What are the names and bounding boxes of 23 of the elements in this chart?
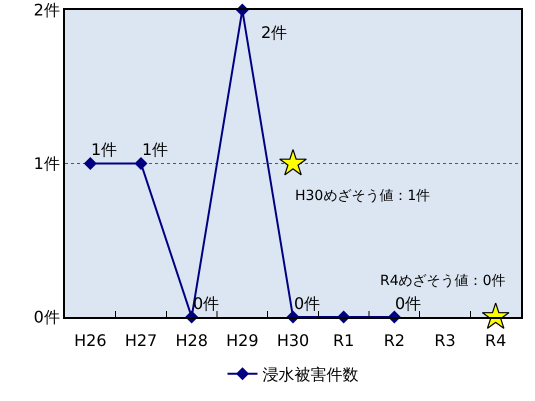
x-tick-label: H27 — [124, 331, 158, 350]
x-tick-label: H26 — [74, 331, 107, 350]
annotation: R4めざそう値：0件 — [380, 273, 506, 289]
x-tick-label: H28 — [175, 331, 208, 350]
point — [134, 157, 148, 170]
legend-label: 浸水被害件数 — [262, 365, 358, 384]
point — [84, 157, 97, 170]
data-label: 0件 — [193, 294, 220, 313]
data-label: 1件 — [91, 140, 118, 159]
x-tick-label: R3 — [434, 331, 456, 350]
annotation: H30めざそう値：1件 — [295, 188, 430, 204]
x-tick-label: R4 — [485, 331, 506, 350]
x-tick-label: H30 — [276, 331, 310, 350]
y-tick-label: 1件 — [34, 154, 60, 174]
data-label: 0件 — [294, 294, 320, 313]
x-tick-label: R2 — [384, 331, 405, 350]
data-label: 1件 — [142, 140, 168, 159]
x-tick-label: R1 — [333, 331, 354, 350]
y-tick-label: 0件 — [34, 308, 60, 327]
y-tick-label: 2件 — [34, 0, 60, 20]
data-label: 0件 — [395, 294, 422, 313]
x-tick-label: H29 — [226, 331, 259, 350]
data-label: 2件 — [261, 23, 288, 42]
